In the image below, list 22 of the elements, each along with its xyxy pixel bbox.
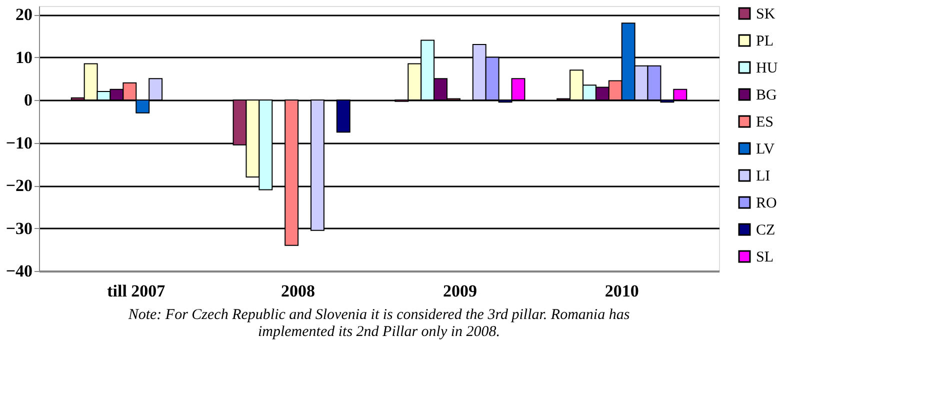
x-tick-label: 2010: [604, 282, 639, 300]
y-tick-label: −20: [6, 176, 32, 196]
x-tick-label: till 2007: [107, 282, 166, 300]
legend-label: CZ: [756, 222, 776, 238]
y-tick-label: 20: [16, 5, 32, 24]
y-tick-label: −30: [6, 218, 32, 238]
y-tick-label: −10: [6, 133, 32, 152]
y-tick-label: 0: [24, 90, 32, 110]
legend-label: LV: [756, 142, 775, 158]
text: Note: For Czech Republic and Slovenia it is considered the 3rd pillar. Romania has implemented its 2nd Pillar only in 2008.: [127, 307, 630, 340]
y-tick-label: −40: [6, 262, 32, 280]
x-tick-label: 2008: [281, 282, 316, 300]
legend-label: RO: [756, 196, 778, 212]
legend-label: LI: [756, 168, 770, 184]
legend-label: BG: [756, 88, 778, 104]
legend-label: SK: [756, 6, 776, 22]
legend-label: PL: [756, 34, 774, 50]
y-tick-label: 10: [16, 48, 32, 67]
legend-label: ES: [756, 114, 774, 130]
legend-label: SL: [756, 250, 774, 266]
legend-label: HU: [756, 60, 778, 76]
x-tick-label: 2009: [442, 282, 477, 300]
